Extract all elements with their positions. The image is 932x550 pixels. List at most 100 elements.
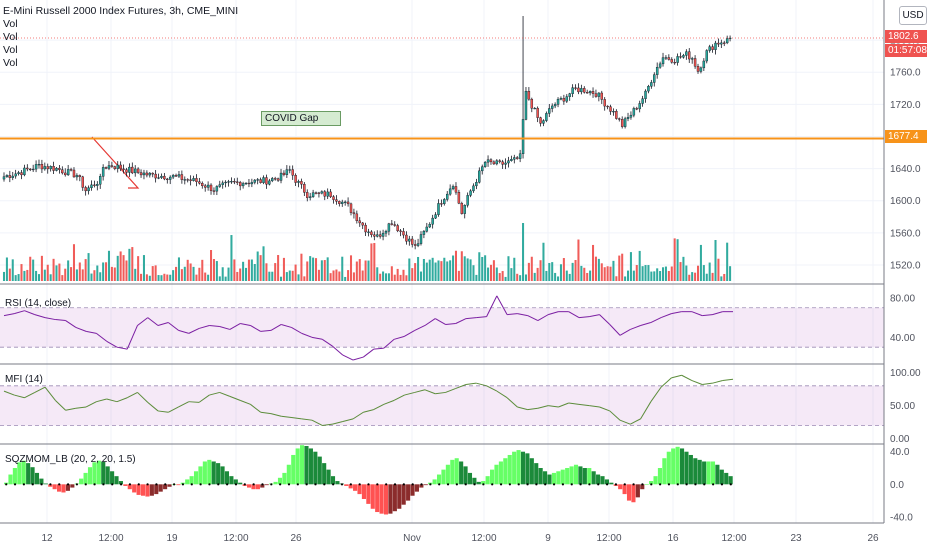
rsi-segment xyxy=(55,319,66,322)
rsi-segment xyxy=(527,315,539,321)
candle-body xyxy=(163,175,166,180)
candle-body xyxy=(405,234,408,242)
mfi-segment xyxy=(137,392,149,403)
volume-bar xyxy=(425,262,428,281)
squeeze-dot xyxy=(703,483,706,486)
candle-body xyxy=(568,93,571,97)
candle-body xyxy=(454,186,458,193)
mfi-segment xyxy=(322,423,333,426)
momentum-bar xyxy=(445,464,450,485)
momentum-bar xyxy=(291,454,296,485)
rsi-segment xyxy=(44,317,56,321)
squeeze-dot xyxy=(552,483,556,486)
candle-body xyxy=(160,175,163,178)
candle-body xyxy=(408,238,411,242)
squeeze-dot xyxy=(261,483,264,486)
volume-bar xyxy=(279,276,283,281)
momentum-bar xyxy=(640,484,645,490)
candle-body xyxy=(422,231,426,235)
mfi-segment xyxy=(301,418,313,421)
covid-gap-label[interactable]: COVID Gap xyxy=(261,111,341,126)
volume-bar xyxy=(667,270,670,281)
volume-bar xyxy=(606,266,609,281)
squeeze-dot xyxy=(323,483,326,486)
volume-bar xyxy=(673,238,676,281)
volume-bar xyxy=(157,275,160,281)
volume-bar xyxy=(714,239,717,281)
candle-body xyxy=(725,38,729,44)
candle-body xyxy=(492,161,496,165)
momentum-bar xyxy=(406,484,411,501)
volume-bar xyxy=(320,260,323,281)
momentum-bar xyxy=(697,459,702,485)
rsi-segment xyxy=(507,313,518,316)
candle-body xyxy=(594,93,598,97)
mfi-segment xyxy=(640,401,652,420)
candle-body xyxy=(285,169,289,175)
mfi-segment xyxy=(85,401,97,408)
volume-bar xyxy=(638,250,641,281)
volume-bar xyxy=(17,274,20,281)
time-tick-label: 9 xyxy=(545,533,551,544)
momentum-bar xyxy=(366,484,371,504)
volume-bar xyxy=(245,267,248,281)
candle-body xyxy=(437,203,440,215)
volume-bar xyxy=(361,270,364,281)
candle-body xyxy=(148,172,152,176)
candle-body xyxy=(623,118,627,127)
volume-bar xyxy=(382,271,385,281)
candle-body xyxy=(419,234,423,244)
candle-body xyxy=(653,74,656,83)
mfi-segment xyxy=(609,410,621,421)
candle-body xyxy=(580,88,583,93)
volume-bar xyxy=(621,253,624,281)
momentum-bar xyxy=(326,469,331,485)
momentum-bar xyxy=(410,484,415,496)
volume-bar xyxy=(682,256,685,281)
time-tick-label: 12:00 xyxy=(223,533,248,544)
volume-bar xyxy=(35,270,38,281)
volume-bar xyxy=(449,260,452,281)
candle-body xyxy=(14,173,17,177)
squeeze-dot xyxy=(376,483,379,486)
momentum-bar xyxy=(198,466,203,485)
candle-body xyxy=(268,180,271,185)
squeeze-dot xyxy=(438,483,441,486)
momentum-bar xyxy=(118,481,123,485)
mfi-segment xyxy=(168,406,179,413)
volume-bar xyxy=(358,259,361,281)
candle-body xyxy=(504,162,507,165)
candle-body xyxy=(679,56,682,58)
momentum-bar xyxy=(618,484,623,490)
volume-bar xyxy=(347,270,350,281)
horizontal-level-line[interactable] xyxy=(0,37,884,140)
mfi-segment xyxy=(209,391,220,396)
candle-body xyxy=(469,190,472,196)
volume-bar xyxy=(105,262,108,281)
volume-bar xyxy=(274,263,277,281)
time-tick-label: 12 xyxy=(41,533,53,544)
mfi-segment xyxy=(188,401,200,403)
squeeze-dot xyxy=(226,483,229,486)
volume-bar xyxy=(513,257,516,281)
volume-bar xyxy=(661,267,665,281)
price-tick-label: 1640.0 xyxy=(890,164,921,175)
volume-bar xyxy=(364,260,367,281)
candle-body xyxy=(31,168,35,171)
volume-bar xyxy=(5,257,8,281)
currency-button[interactable]: USD xyxy=(899,6,927,25)
volume-bar xyxy=(399,274,402,281)
candle-body xyxy=(142,172,146,176)
rsi-segment xyxy=(486,295,498,317)
volume-bar xyxy=(332,270,335,281)
squeeze-dot xyxy=(243,483,246,486)
candle-body xyxy=(527,90,531,100)
volume-bar xyxy=(434,262,437,281)
candle-body xyxy=(396,225,399,232)
squeeze-dot xyxy=(199,483,202,486)
momentum-bar xyxy=(216,463,221,485)
volume-bar xyxy=(676,239,679,281)
momentum-bar xyxy=(459,461,464,485)
squeeze-dot xyxy=(464,483,467,486)
volume-bar xyxy=(172,270,175,281)
